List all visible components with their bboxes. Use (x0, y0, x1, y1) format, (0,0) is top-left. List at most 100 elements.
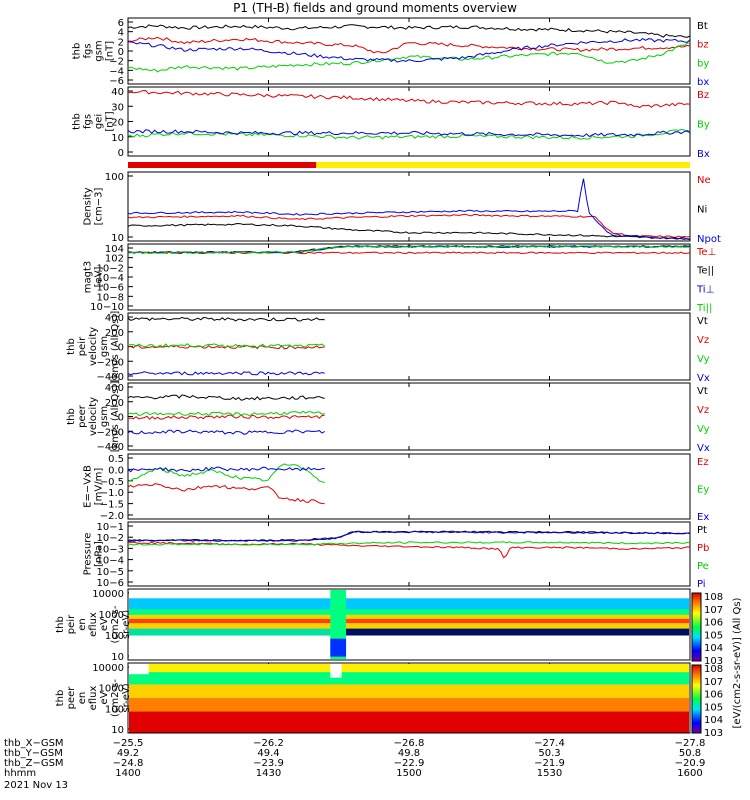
series-line-Vy (128, 343, 326, 349)
spectrogram-band (129, 711, 689, 733)
y-axis-label: [mV/m] (94, 468, 105, 506)
y-tick-label: 104 (105, 244, 124, 255)
y-axis-label: eV (99, 691, 110, 704)
y-tick-label: 10 (111, 233, 124, 244)
spectrogram-burst-low (330, 638, 347, 657)
y-tick-label: 200 (105, 398, 124, 409)
legend-entry: bx (697, 77, 709, 88)
y-tick-label: 100 (105, 704, 124, 715)
colorbar-tick: 105 (704, 630, 723, 641)
y-tick-label: 102 (105, 254, 124, 265)
series-line-Vy (127, 410, 325, 417)
y-axis-label: [cm−3] (94, 188, 105, 226)
y-tick-label: 10−1 (97, 522, 124, 533)
y-tick-label: 20 (111, 118, 124, 129)
legend-entry: Vy (697, 354, 710, 365)
series-line-bz (127, 36, 691, 54)
y-axis-label: fgs (83, 114, 94, 129)
y-tick-label: 10−4 (97, 273, 124, 284)
ephemeris-value: 49.4 (257, 748, 279, 759)
colorbar-tick: 103 (704, 656, 723, 667)
legend-entry: Vt (697, 316, 708, 327)
spectrogram-blank (129, 664, 149, 675)
y-axis-label: [km/s (All Qs)] (110, 311, 121, 383)
y-tick-label: 0 (118, 413, 124, 424)
y-axis-label: thb (66, 408, 77, 425)
y-tick-label: −2 (109, 57, 124, 68)
chart-title: P1 (TH-B) fields and ground moments over… (233, 1, 517, 15)
panel-frame (127, 521, 691, 587)
ephemeris-value: −23.9 (253, 758, 284, 769)
ephemeris-value: −27.4 (534, 738, 565, 749)
ephemeris-row-label: thb_X−GSM (4, 738, 64, 749)
ephemeris-value: 49.2 (117, 748, 139, 759)
y-tick-label: −2.0 (100, 511, 124, 522)
spectrogram-band (129, 590, 689, 599)
y-axis-label: thb (55, 616, 66, 633)
colorbar-tick: 108 (704, 664, 723, 675)
y-axis-label: peer (77, 404, 88, 428)
y-axis-label: eV (99, 618, 110, 631)
series-line-bx (127, 37, 691, 63)
panel-frame (127, 243, 691, 311)
series-line-By (127, 128, 691, 140)
ephemeris-value: 1400 (115, 768, 140, 779)
ephemeris-value: 50.3 (538, 748, 560, 759)
y-tick-label: 10 (111, 652, 124, 663)
y-axis-label: thb (66, 338, 77, 355)
legend-entry: Vz (697, 335, 709, 346)
y-tick-label: −200 (97, 427, 124, 438)
y-tick-label: 4 (118, 28, 124, 39)
y-axis-label: E=−VxB (83, 465, 94, 508)
y-axis-label: thb (72, 43, 83, 60)
y-axis-label: [nPa] (94, 541, 105, 567)
y-axis-label: [nT] (105, 111, 116, 131)
legend-entry: Vt (697, 386, 708, 397)
y-tick-label: 30 (111, 102, 124, 113)
spectrogram-band (129, 698, 689, 713)
spectrogram-band (129, 684, 689, 699)
ephemeris-row-label: thb_Y−GSM (4, 748, 63, 759)
y-tick-label: −200 (97, 357, 124, 368)
legend-entry: Bz (697, 90, 709, 101)
legend-entry: bz (697, 40, 709, 51)
series-line-Ti|| (127, 245, 691, 254)
y-tick-label: −1.5 (100, 500, 124, 511)
series-line-Pi (127, 530, 691, 542)
y-tick-label: 10−3 (97, 544, 124, 555)
panel-frame (127, 312, 691, 381)
y-tick-label: 10−10 (90, 302, 124, 313)
ephemeris-value: 1530 (537, 768, 562, 779)
legend-entry: Pe (697, 561, 709, 572)
spectrogram-band (129, 614, 689, 620)
y-axis-label: gsm (99, 406, 110, 427)
colorbar-tick: 107 (704, 605, 723, 616)
series-line-Bz (127, 89, 691, 109)
ephemeris-value: 1600 (677, 768, 702, 779)
legend-entry: Ex (697, 512, 709, 523)
series-line-Npot (127, 178, 691, 241)
legend-entry: By (697, 120, 710, 131)
ephemeris-row-label: hhmm (4, 768, 36, 779)
y-axis-label: fgs (83, 43, 94, 58)
series-line-Vt (127, 394, 325, 401)
legend-entry: Ti⊥ (696, 284, 714, 295)
y-tick-label: 10 (111, 725, 124, 736)
colorbar-tick: 103 (704, 728, 723, 739)
y-tick-label: 10−2 (97, 533, 124, 544)
series-line-Vx (127, 429, 325, 435)
series-line-Bt (127, 24, 691, 38)
legend-entry: Vz (697, 405, 709, 416)
y-tick-label: 1000 (99, 684, 124, 695)
y-tick-label: 40 (111, 87, 124, 98)
y-axis-label: sr-eV) (121, 610, 132, 639)
y-tick-label: 10−2 (97, 263, 124, 274)
legend-entry: Vy (697, 424, 710, 435)
y-tick-label: 0 (118, 47, 124, 58)
y-axis-label: en (77, 692, 88, 705)
y-axis-label: (cm2-s- (110, 605, 121, 643)
y-axis-label: eflux (88, 612, 99, 637)
spectrogram-band (129, 623, 689, 630)
ephemeris-value: 50.8 (679, 748, 701, 759)
y-axis-label: velocity (88, 397, 99, 436)
